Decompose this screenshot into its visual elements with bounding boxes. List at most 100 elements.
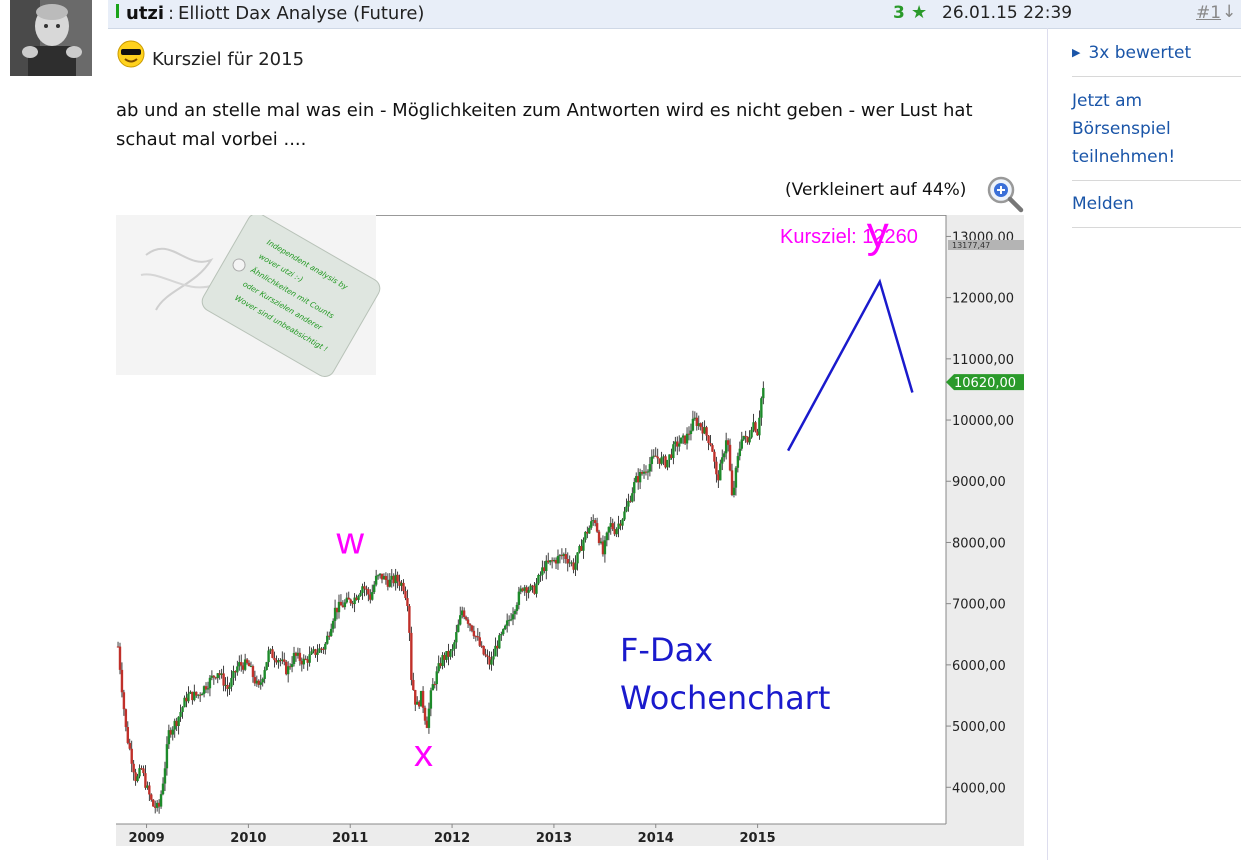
- candle-up: [605, 532, 609, 541]
- candle-up: [578, 546, 581, 553]
- candle-up: [552, 559, 556, 562]
- chart-title-line1: F-Dax: [620, 631, 713, 669]
- candle-up: [674, 441, 677, 445]
- candle-up: [621, 519, 624, 526]
- candle-up: [635, 476, 638, 483]
- candle-up: [535, 583, 538, 594]
- candle-down: [247, 662, 251, 667]
- candle-down: [547, 560, 550, 563]
- candle-up: [265, 662, 268, 671]
- candle-down: [412, 679, 415, 690]
- candle-down: [417, 701, 421, 707]
- candle-up: [337, 601, 341, 613]
- candle-up: [599, 541, 603, 544]
- candle-down: [279, 660, 282, 662]
- candle-down: [480, 645, 483, 647]
- candle-up: [646, 471, 650, 473]
- candle-down: [148, 785, 151, 795]
- candle-down: [636, 476, 640, 483]
- candle-up: [200, 693, 204, 696]
- candle-down: [683, 435, 687, 444]
- x-tick-label: 2014: [638, 831, 674, 846]
- candle-down: [695, 417, 699, 426]
- candle-up: [652, 455, 655, 457]
- candle-down: [251, 666, 255, 678]
- candle-down: [392, 575, 395, 584]
- candle-down: [404, 590, 407, 599]
- candle-up: [607, 526, 611, 533]
- candle-down: [328, 635, 331, 637]
- candle-down: [640, 472, 644, 474]
- candle-up: [570, 562, 573, 564]
- candle-down: [195, 691, 198, 696]
- thread-title[interactable]: Elliott Dax Analyse (Future): [178, 3, 425, 24]
- smiley-icon: [117, 40, 145, 68]
- candle-up: [660, 457, 663, 464]
- candle-up: [210, 675, 214, 678]
- candle-up: [431, 684, 435, 691]
- star-icon[interactable]: ★: [911, 2, 928, 23]
- candle-down: [122, 692, 126, 710]
- candle-up: [267, 650, 270, 663]
- candle-up: [625, 506, 628, 512]
- candle-down: [273, 657, 276, 661]
- candle-down: [478, 637, 481, 646]
- x-tick-label: 2009: [128, 831, 164, 846]
- x-tick-label: 2011: [332, 831, 368, 846]
- candle-down: [707, 435, 710, 444]
- last-price-tag: [946, 374, 1024, 391]
- top-axis-label-bg: [948, 240, 1024, 250]
- candle-up: [517, 591, 521, 605]
- candle-down: [717, 474, 720, 481]
- candle-up: [296, 652, 300, 656]
- candle-up: [316, 652, 319, 655]
- candle-up: [451, 649, 454, 651]
- candle-down: [152, 799, 155, 807]
- arrow-down-icon[interactable]: ↓: [1222, 2, 1237, 22]
- candle-down: [257, 680, 261, 685]
- candle-up: [243, 659, 247, 670]
- candle-down: [226, 684, 229, 689]
- report-link[interactable]: Melden: [1072, 190, 1241, 218]
- candle-up: [220, 673, 223, 676]
- candle-up: [187, 693, 190, 702]
- candle-up: [562, 554, 566, 556]
- candle-up: [310, 651, 313, 655]
- candle-up: [693, 417, 697, 419]
- candle-up: [455, 632, 458, 643]
- price-tag-sticker: Independent analysis by wover utzi :-) Ä…: [116, 215, 381, 377]
- rated-link[interactable]: ▶ 3x bewertet: [1072, 39, 1241, 67]
- candle-down: [169, 730, 173, 735]
- candle-up: [721, 457, 724, 464]
- username-link[interactable]: utzi: [126, 3, 165, 24]
- avatar[interactable]: [10, 0, 92, 76]
- candle-up: [519, 588, 523, 592]
- post-body: ab und an stelle mal was ein - Möglichke…: [116, 100, 973, 150]
- candle-down: [525, 587, 528, 593]
- candle-down: [572, 562, 575, 570]
- candle-down: [670, 454, 673, 459]
- candle-down: [304, 658, 307, 660]
- rated-label: 3x bewertet: [1088, 43, 1192, 63]
- candle-down: [560, 555, 564, 557]
- candle-down: [744, 435, 747, 437]
- candle-up: [388, 579, 392, 587]
- candle-up: [232, 671, 235, 678]
- candle-up: [230, 677, 233, 687]
- candle-up: [748, 437, 751, 443]
- candle-down: [365, 588, 368, 590]
- candle-up: [324, 643, 327, 650]
- candle-down: [300, 660, 304, 665]
- candle-down: [212, 675, 216, 678]
- join-game-link[interactable]: Jetzt am Börsenspiel teilnehmen!: [1072, 87, 1241, 171]
- candle-up: [498, 635, 501, 649]
- candle-down: [644, 471, 648, 473]
- zoom-icon[interactable]: [986, 175, 1024, 213]
- candle-down: [654, 455, 657, 457]
- candle-up: [724, 440, 728, 454]
- post-number-link[interactable]: #1: [1196, 3, 1222, 23]
- candle-down: [658, 458, 661, 464]
- last-price-label: 10620,00: [954, 376, 1016, 391]
- candle-up: [361, 586, 364, 593]
- candle-down: [240, 662, 243, 666]
